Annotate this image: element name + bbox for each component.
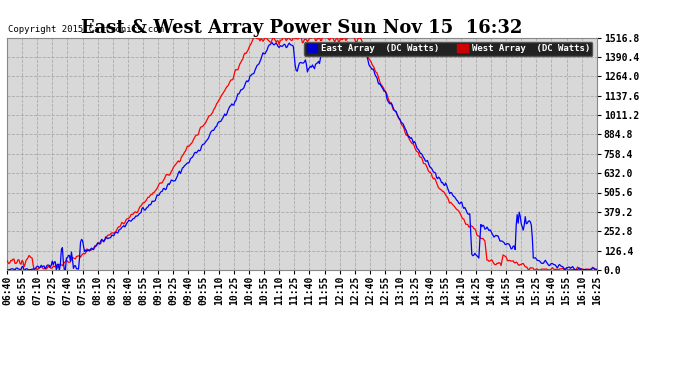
Text: Copyright 2015 Cartronics.com: Copyright 2015 Cartronics.com xyxy=(8,25,164,34)
Title: East & West Array Power Sun Nov 15  16:32: East & West Array Power Sun Nov 15 16:32 xyxy=(81,20,522,38)
Legend: East Array  (DC Watts), West Array  (DC Watts): East Array (DC Watts), West Array (DC Wa… xyxy=(304,42,592,56)
